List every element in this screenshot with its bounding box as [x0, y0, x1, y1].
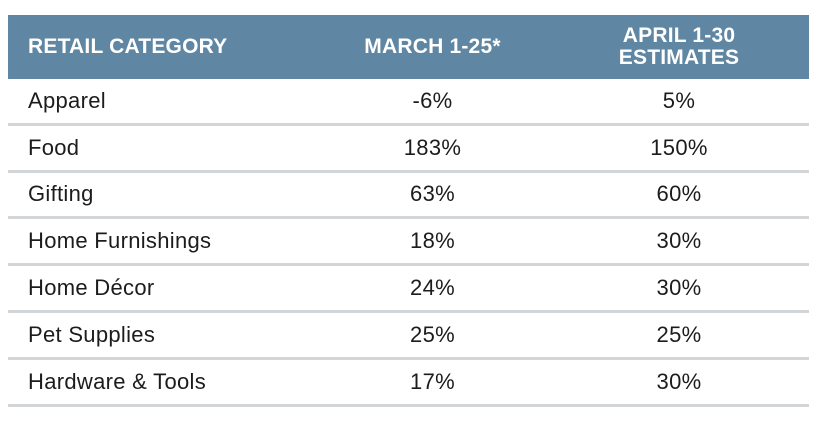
cell-march: -6% — [412, 87, 453, 113]
table-row: Apparel -6% 5% — [8, 79, 809, 126]
table-row: Pet Supplies 25% 25% — [8, 313, 809, 360]
cell-march: 17% — [410, 368, 455, 394]
cell-april: 30% — [656, 368, 702, 394]
cell-april: 60% — [656, 181, 702, 207]
cell-category: Apparel — [28, 87, 106, 113]
cell-march: 183% — [403, 134, 462, 160]
retail-category-table: RETAIL CATEGORY MARCH 1-25* APRIL 1-30 E… — [8, 15, 809, 407]
table-row: Home Furnishings 18% 30% — [8, 219, 809, 267]
cell-march: 18% — [410, 228, 455, 254]
header-march: MARCH 1-25* — [364, 35, 501, 58]
cell-category: Hardware & Tools — [28, 368, 207, 394]
header-april: APRIL 1-30 ESTIMATES — [549, 25, 809, 69]
cell-april: 25% — [656, 321, 702, 347]
header-april-line1: APRIL 1-30 — [622, 24, 736, 47]
cell-april: 150% — [650, 134, 708, 160]
header-retail-category: RETAIL CATEGORY — [28, 35, 228, 58]
cell-april: 30% — [656, 275, 702, 301]
table-header-row: RETAIL CATEGORY MARCH 1-25* APRIL 1-30 E… — [8, 15, 809, 79]
header-april-line2: ESTIMATES — [618, 46, 740, 69]
table-row: Home Décor 24% 30% — [8, 266, 809, 313]
cell-april: 5% — [662, 87, 696, 113]
cell-april: 30% — [656, 228, 702, 254]
cell-category: Home Furnishings — [28, 228, 212, 254]
cell-march: 24% — [410, 275, 455, 301]
cell-march: 63% — [410, 181, 455, 207]
table-row: Food 183% 150% — [8, 126, 809, 173]
table-row: Hardware & Tools 17% 30% — [8, 360, 809, 407]
cell-march: 25% — [410, 321, 455, 347]
cell-category: Home Décor — [28, 275, 155, 301]
cell-category: Food — [28, 134, 80, 160]
table-row: Gifting 63% 60% — [8, 173, 809, 220]
cell-category: Pet Supplies — [28, 321, 156, 347]
cell-category: Gifting — [28, 181, 94, 207]
